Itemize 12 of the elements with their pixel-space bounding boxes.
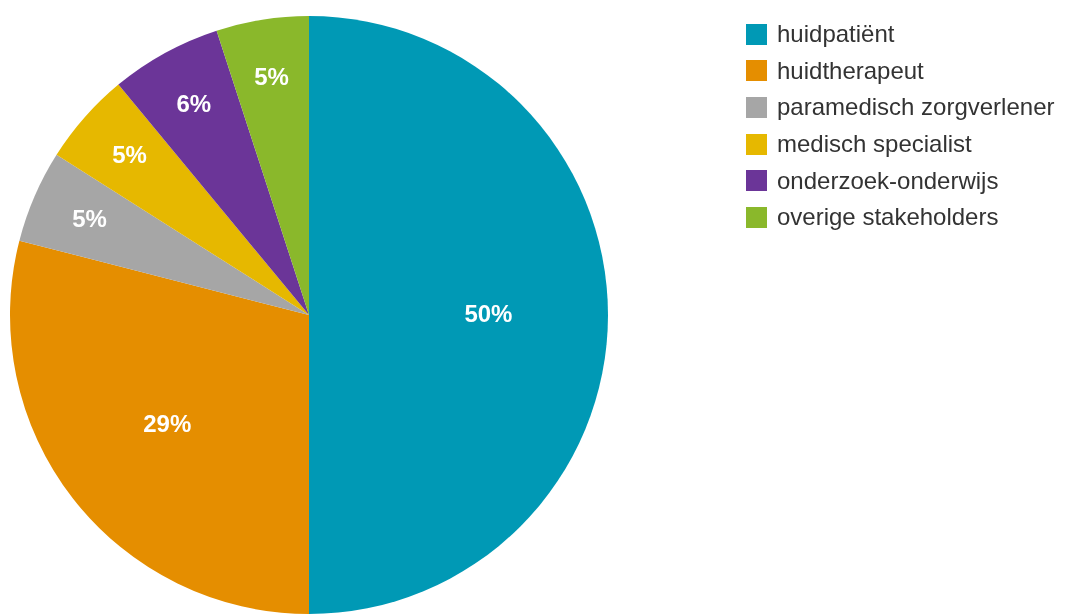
data-label: 29% (143, 409, 192, 437)
data-label: 6% (176, 90, 212, 118)
data-label: 5% (112, 141, 147, 169)
data-label: 5% (72, 204, 107, 232)
legend-label: medisch specialist (777, 130, 972, 159)
legend-label: huidtherapeut (777, 56, 924, 85)
data-label: 50% (464, 299, 513, 327)
data-label: 5% (254, 63, 289, 91)
legend-label: onderzoek-onderwijs (777, 166, 999, 195)
legend-label: huidpatiënt (777, 20, 895, 49)
legend-label: overige stakeholders (777, 203, 999, 232)
legend-label: paramedisch zorgverlener (777, 93, 1055, 122)
